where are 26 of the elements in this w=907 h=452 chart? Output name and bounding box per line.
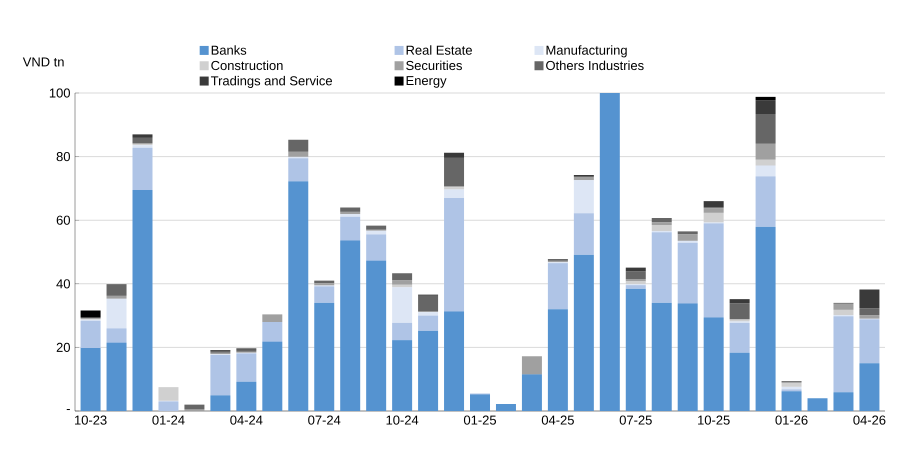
y-tick-label: 40 (56, 279, 70, 288)
x-tick-label: 01-25 (464, 416, 496, 425)
legend-label: Tradings and Service (210, 76, 332, 88)
legend-label: Manufacturing (546, 45, 627, 58)
y-tick-label: 20 (56, 342, 70, 352)
x-tick-label: 10-24 (386, 416, 418, 425)
y-tick-label: 100 (50, 88, 70, 98)
x-tick-label: 04-24 (230, 416, 263, 425)
x-tick-label: 04-25 (542, 416, 574, 425)
x-tick-label: 10-23 (75, 416, 107, 425)
x-tick-label: 07-24 (308, 416, 340, 425)
legend-label: Others Industries (546, 60, 644, 70)
legend-label: Real Estate (406, 45, 472, 55)
x-tick-label: 04-26 (853, 416, 886, 425)
x-tick-label: 10-25 (698, 416, 730, 425)
y-axis-title: VND tn (22, 57, 64, 66)
x-tick-label: 07-25 (620, 416, 652, 425)
y-tick-label: 60 (56, 216, 70, 225)
legend-label: Banks (212, 45, 246, 55)
y-tick-label: 80 (56, 152, 70, 162)
legend-label: Construction (211, 60, 283, 70)
x-tick-label: 01-26 (775, 416, 808, 425)
x-tick-label: 01-24 (152, 416, 185, 425)
legend-label: Energy (406, 76, 447, 88)
y-tick-label: - (66, 409, 70, 410)
legend-label: Securities (406, 60, 462, 70)
